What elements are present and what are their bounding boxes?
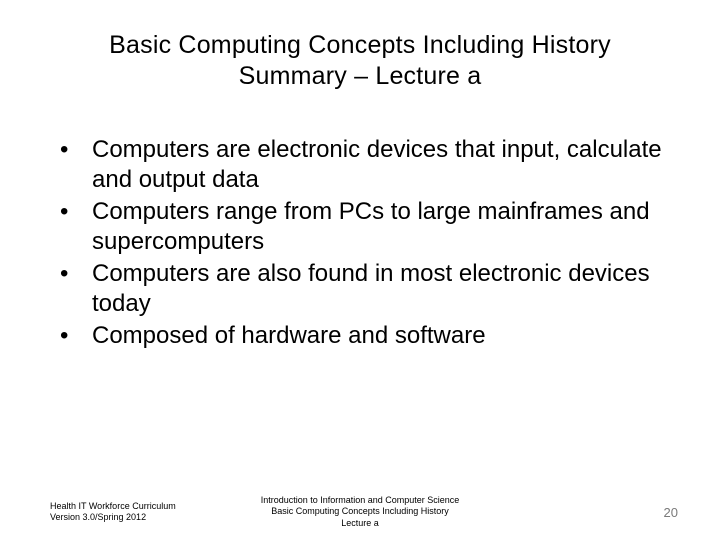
title-line-1: Basic Computing Concepts Including Histo…: [109, 31, 611, 59]
slide-title: Basic Computing Concepts Including Histo…: [50, 30, 670, 93]
page-number: 20: [664, 505, 678, 520]
footer-center-line-3: Lecture a: [341, 518, 379, 528]
bullet-item: Computers are electronic devices that in…: [60, 135, 670, 195]
bullet-item: Composed of hardware and software: [60, 321, 670, 351]
title-line-2: Summary – Lecture a: [239, 62, 482, 90]
footer-center: Introduction to Information and Computer…: [0, 495, 720, 529]
footer-center-line-2: Basic Computing Concepts Including Histo…: [271, 506, 449, 516]
bullet-list: Computers are electronic devices that in…: [50, 135, 670, 351]
footer-center-line-1: Introduction to Information and Computer…: [261, 495, 460, 505]
bullet-item: Computers are also found in most electro…: [60, 259, 670, 319]
slide: Basic Computing Concepts Including Histo…: [0, 0, 720, 540]
bullet-item: Computers range from PCs to large mainfr…: [60, 197, 670, 257]
